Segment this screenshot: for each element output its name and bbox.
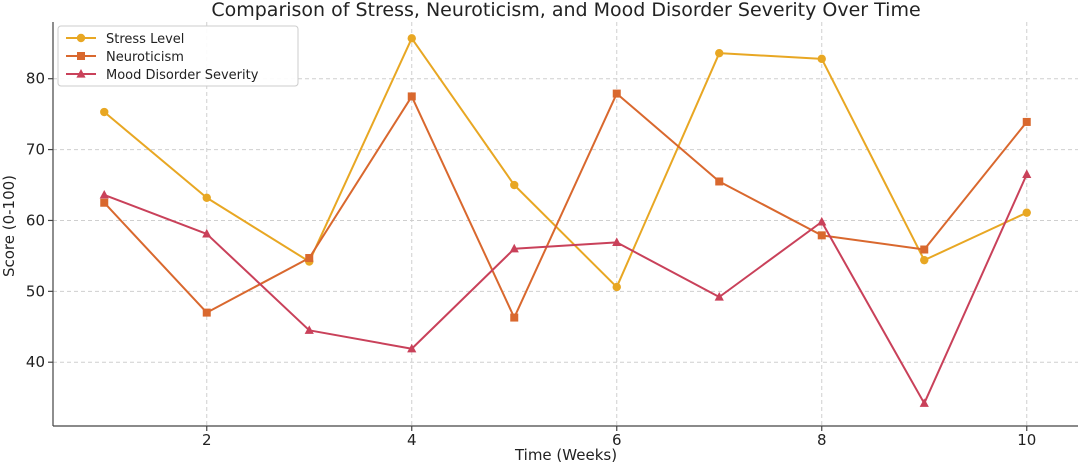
grid-lines — [53, 22, 1078, 426]
data-point-stress-level — [407, 34, 416, 43]
data-point-mood-disorder-severity — [612, 237, 622, 247]
data-point-stress-level — [715, 48, 724, 58]
data-point-mood-disorder-severity — [1022, 169, 1032, 178]
data-point-stress-level — [510, 180, 519, 190]
data-point-stress-level — [920, 255, 929, 265]
series-line-mood-disorder-severity — [103, 173, 1028, 405]
legend-marker-stress-level — [76, 33, 86, 43]
series-line-neuroticism — [103, 92, 1028, 319]
data-point-stress-level — [202, 193, 211, 202]
x-tick-label: 10 — [1017, 431, 1036, 449]
y-tick-label: 60 — [26, 211, 45, 229]
data-point-stress-level — [100, 107, 109, 117]
data-point-mood-disorder-severity — [817, 216, 827, 226]
y-tick-label: 40 — [26, 353, 45, 371]
legend-marker-mood-disorder-severity — [76, 69, 86, 78]
series-line-stress-level — [103, 37, 1028, 289]
data-point-neuroticism — [407, 92, 416, 101]
legend-label-neuroticism: Neuroticism — [106, 50, 184, 65]
data-point-neuroticism — [202, 308, 211, 317]
series-mood-disorder-severity — [99, 169, 1032, 407]
series-neuroticism — [100, 89, 1031, 322]
axes — [48, 22, 1078, 431]
data-point-neuroticism — [920, 245, 929, 254]
data-point-neuroticism — [100, 198, 109, 207]
tick-labels: 2 4 6 8 10 40 50 60 70 80 — [26, 70, 1036, 449]
data-point-neuroticism — [817, 231, 826, 240]
legend-label-mood-disorder-severity: Mood Disorder Severity — [106, 68, 259, 83]
data-point-mood-disorder-severity — [99, 189, 109, 199]
data-point-mood-disorder-severity — [304, 325, 314, 334]
x-axis-label: Time (Weeks) — [514, 446, 617, 462]
data-point-neuroticism — [612, 89, 621, 98]
x-tick-label: 8 — [817, 431, 827, 449]
series-group — [99, 34, 1032, 407]
data-point-mood-disorder-severity — [509, 243, 519, 253]
legend: Stress Level Neuroticism Mood Disorder Sev… — [57, 25, 299, 87]
y-tick-label: 80 — [26, 70, 45, 88]
y-tick-label: 50 — [26, 282, 45, 300]
series-stress-level — [100, 34, 1031, 292]
y-axis-label: Score (0-100) — [0, 175, 18, 277]
chart-title: Comparison of Stress, Neuroticism, and M… — [211, 0, 920, 21]
legend-label-stress-level: Stress Level — [106, 32, 184, 47]
data-point-mood-disorder-severity — [714, 292, 724, 301]
x-tick-label: 2 — [202, 431, 212, 449]
data-point-mood-disorder-severity — [919, 398, 929, 407]
data-point-neuroticism — [715, 177, 724, 186]
data-point-stress-level — [817, 54, 826, 64]
x-tick-label: 4 — [407, 431, 417, 449]
data-point-mood-disorder-severity — [202, 228, 212, 238]
data-point-mood-disorder-severity — [407, 343, 417, 353]
x-tick-label: 6 — [612, 431, 622, 449]
legend-box — [57, 25, 299, 87]
data-point-stress-level — [1022, 208, 1031, 217]
y-tick-label: 70 — [26, 141, 45, 159]
legend-marker-neuroticism — [77, 52, 85, 60]
data-point-neuroticism — [1022, 117, 1031, 126]
data-point-neuroticism — [510, 313, 519, 322]
data-point-stress-level — [612, 282, 621, 292]
data-point-neuroticism — [305, 254, 314, 263]
